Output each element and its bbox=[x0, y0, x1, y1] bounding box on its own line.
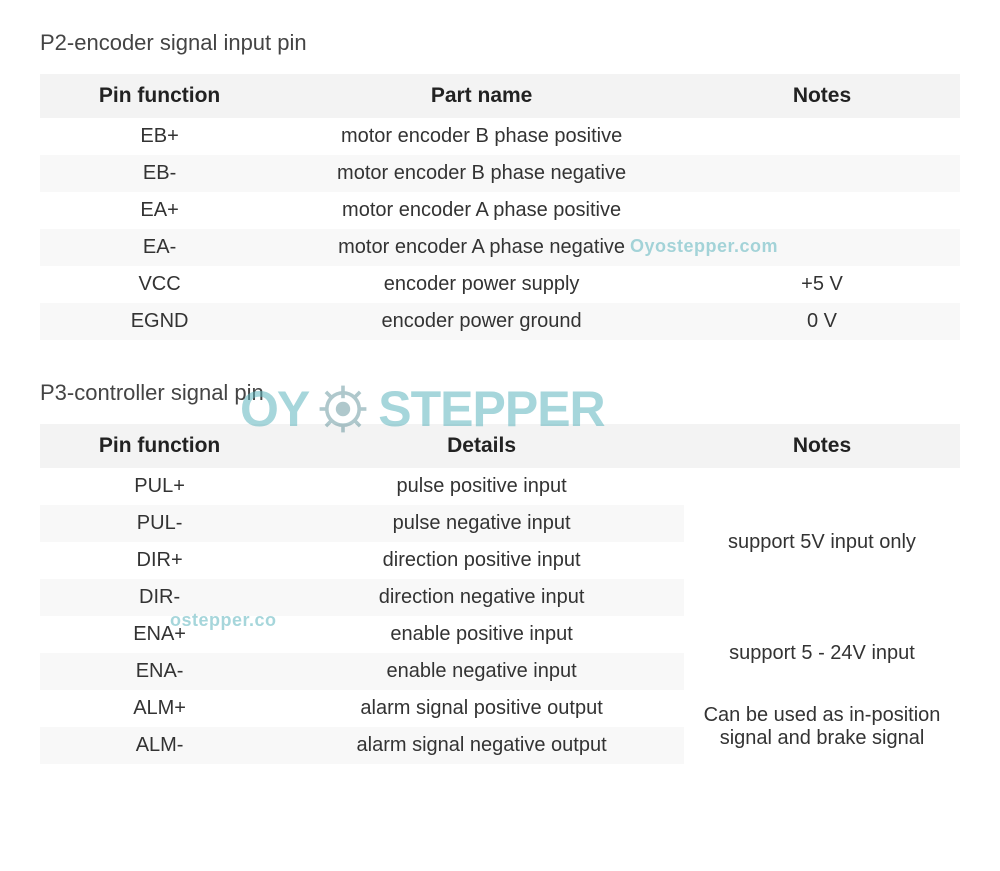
cell-pin: PUL+ bbox=[40, 468, 279, 505]
table-row: EB-motor encoder B phase negative bbox=[40, 155, 960, 192]
cell-notes bbox=[684, 118, 960, 155]
p3-section: P3-controller signal pin Pin function De… bbox=[40, 380, 960, 764]
table-row: VCCencoder power supply+5 V bbox=[40, 266, 960, 303]
p3-table: Pin function Details Notes PUL+pulse pos… bbox=[40, 424, 960, 764]
p2-col-notes: Notes bbox=[684, 74, 960, 118]
cell-pin: DIR- bbox=[40, 579, 279, 616]
cell-part: enable negative input bbox=[279, 653, 684, 690]
cell-pin: VCC bbox=[40, 266, 279, 303]
cell-part: motor encoder A phase positive bbox=[279, 192, 684, 229]
cell-pin: ENA+ bbox=[40, 616, 279, 653]
cell-notes: 0 V bbox=[684, 303, 960, 340]
p2-title: P2-encoder signal input pin bbox=[40, 30, 960, 56]
cell-pin: EB+ bbox=[40, 118, 279, 155]
cell-part: alarm signal negative output bbox=[279, 727, 684, 764]
cell-pin: ENA- bbox=[40, 653, 279, 690]
cell-part: motor encoder B phase negative bbox=[279, 155, 684, 192]
cell-pin: ALM+ bbox=[40, 690, 279, 727]
cell-pin: ALM- bbox=[40, 727, 279, 764]
cell-pin: DIR+ bbox=[40, 542, 279, 579]
cell-part: alarm signal positive output bbox=[279, 690, 684, 727]
p3-title: P3-controller signal pin bbox=[40, 380, 960, 406]
cell-part: enable positive input bbox=[279, 616, 684, 653]
cell-pin: EB- bbox=[40, 155, 279, 192]
cell-part: motor encoder B phase positive bbox=[279, 118, 684, 155]
table-header-row: Pin function Part name Notes bbox=[40, 74, 960, 118]
table-row: EGNDencoder power ground0 V bbox=[40, 303, 960, 340]
p2-section: P2-encoder signal input pin Pin function… bbox=[40, 30, 960, 340]
cell-notes: support 5V input only bbox=[684, 468, 960, 616]
cell-part: direction negative input bbox=[279, 579, 684, 616]
cell-pin: EA- bbox=[40, 229, 279, 266]
p3-col-pin: Pin function bbox=[40, 424, 279, 468]
cell-part: motor encoder A phase negative bbox=[279, 229, 684, 266]
cell-notes: support 5 - 24V input bbox=[684, 616, 960, 690]
p2-table: Pin function Part name Notes EB+motor en… bbox=[40, 74, 960, 340]
cell-notes bbox=[684, 192, 960, 229]
p3-col-notes: Notes bbox=[684, 424, 960, 468]
cell-notes bbox=[684, 229, 960, 266]
cell-part: pulse positive input bbox=[279, 468, 684, 505]
table-row: EB+motor encoder B phase positive bbox=[40, 118, 960, 155]
cell-pin: EGND bbox=[40, 303, 279, 340]
cell-pin: EA+ bbox=[40, 192, 279, 229]
p2-col-part: Part name bbox=[279, 74, 684, 118]
cell-part: pulse negative input bbox=[279, 505, 684, 542]
table-header-row: Pin function Details Notes bbox=[40, 424, 960, 468]
cell-pin: PUL- bbox=[40, 505, 279, 542]
cell-notes: +5 V bbox=[684, 266, 960, 303]
cell-part: direction positive input bbox=[279, 542, 684, 579]
table-row: ENA+enable positive inputsupport 5 - 24V… bbox=[40, 616, 960, 653]
cell-notes bbox=[684, 155, 960, 192]
p2-col-pin: Pin function bbox=[40, 74, 279, 118]
cell-part: encoder power supply bbox=[279, 266, 684, 303]
cell-part: encoder power ground bbox=[279, 303, 684, 340]
table-row: ALM+alarm signal positive outputCan be u… bbox=[40, 690, 960, 727]
table-row: EA+motor encoder A phase positive bbox=[40, 192, 960, 229]
table-row: EA-motor encoder A phase negative bbox=[40, 229, 960, 266]
table-row: PUL+pulse positive inputsupport 5V input… bbox=[40, 468, 960, 505]
p3-col-part: Details bbox=[279, 424, 684, 468]
cell-notes: Can be used as in-position signal and br… bbox=[684, 690, 960, 764]
